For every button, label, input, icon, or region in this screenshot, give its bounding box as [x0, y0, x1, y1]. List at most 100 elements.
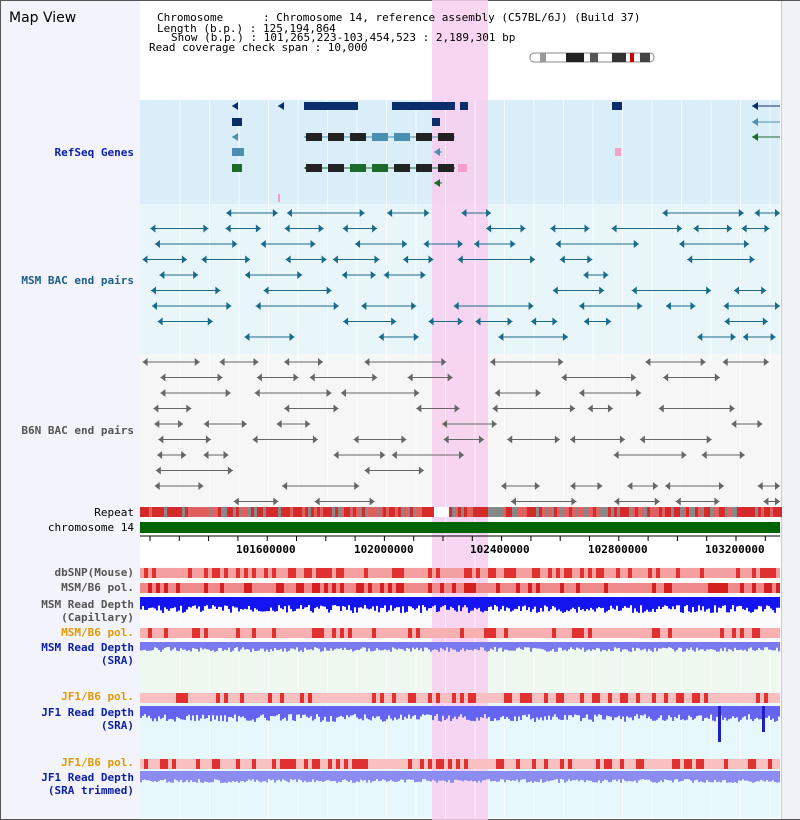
bac-end	[343, 317, 349, 326]
repeat-cell	[620, 507, 623, 517]
depth-bar	[438, 771, 440, 781]
track-label-msm-bac[interactable]: MSM BAC end pairs	[21, 274, 134, 287]
pol-cell	[480, 583, 484, 593]
track-label-chromosome[interactable]: chromosome 14	[47, 521, 134, 534]
repeat-cell	[263, 507, 266, 517]
depth-bar	[478, 771, 480, 781]
depth-bar	[752, 642, 754, 651]
depth-bar	[216, 642, 218, 652]
track-label-msm-b6-pol-sra[interactable]: MSM/B6 pol.	[61, 626, 134, 639]
pol-cell	[204, 693, 208, 703]
ideogram-band	[590, 53, 598, 62]
track-label-msm-read-depth-capillary[interactable]: MSM Read Depth	[41, 598, 134, 611]
depth-bar	[372, 642, 374, 652]
pol-cell	[544, 693, 548, 703]
pol-cell	[592, 583, 596, 593]
depth-bar	[522, 597, 524, 607]
depth-bar	[520, 597, 522, 612]
track-label-msm-read-depth-sra[interactable]: MSM Read Depth	[41, 641, 134, 654]
vertical-scrollbar[interactable]	[781, 1, 800, 819]
pol-cell	[584, 583, 588, 593]
track-label-jf1-b6-pol[interactable]: JF1/B6 pol.	[61, 690, 134, 703]
depth-bar	[298, 706, 300, 715]
repeat-cell	[623, 507, 626, 517]
pol-cell	[248, 628, 252, 638]
depth-bar	[730, 597, 732, 610]
track-label-dbsnp[interactable]: dbSNP(Mouse)	[54, 566, 134, 579]
depth-spike	[718, 706, 721, 742]
depth-bar	[746, 771, 748, 781]
depth-bar	[368, 771, 370, 781]
pol-cell	[624, 583, 628, 593]
depth-bar	[318, 597, 320, 609]
depth-bar	[704, 597, 706, 612]
pol-cell	[236, 759, 240, 769]
depth-bar	[392, 597, 394, 611]
pol-cell	[364, 568, 368, 578]
depth-bar	[642, 771, 644, 780]
track-label-jf1-read-depth-trimmed[interactable]: JF1 Read Depth	[41, 771, 134, 784]
pol-cell	[668, 759, 672, 769]
pol-cell	[276, 583, 280, 593]
pol-cell	[436, 693, 440, 703]
depth-bar	[506, 706, 508, 717]
depth-bar	[736, 771, 738, 783]
pol-cell	[176, 693, 180, 703]
depth-bar	[370, 642, 372, 652]
depth-bar	[580, 597, 582, 610]
track-label-b6n-bac[interactable]: B6N BAC end pairs	[21, 424, 134, 437]
depth-bar	[414, 597, 416, 610]
bac-end	[507, 317, 513, 326]
pol-cell	[648, 693, 652, 703]
depth-bar	[206, 771, 208, 782]
pol-cell	[680, 759, 684, 769]
pol-cell	[500, 693, 504, 703]
pol-cell	[536, 583, 540, 593]
pol-cell	[472, 568, 476, 578]
pol-cell	[576, 628, 580, 638]
depth-bar	[766, 597, 768, 606]
pol-cell	[324, 583, 328, 593]
depth-bar	[510, 597, 512, 612]
repeat-cell	[626, 507, 629, 517]
repeat-cell	[497, 507, 500, 517]
depth-bar	[646, 642, 648, 652]
depth-bar	[564, 642, 566, 650]
bac-end	[391, 317, 397, 326]
depth-bar	[636, 642, 638, 648]
depth-bar	[362, 771, 364, 781]
pol-cell	[328, 568, 332, 578]
pol-cell	[428, 693, 432, 703]
depth-bar	[566, 597, 568, 611]
track-label-repeat[interactable]: Repeat	[94, 506, 134, 519]
pol-cell	[140, 759, 144, 769]
depth-bar	[602, 642, 604, 650]
pol-cell	[360, 759, 364, 769]
depth-bar	[590, 597, 592, 608]
repeat-cell	[503, 507, 506, 517]
repeat-cell	[368, 507, 371, 517]
pol-cell	[700, 583, 704, 593]
depth-bar	[534, 771, 536, 782]
track-label-refseq[interactable]: RefSeq Genes	[54, 146, 134, 159]
depth-bar	[374, 597, 376, 611]
bac-end	[742, 333, 748, 341]
depth-bar	[764, 771, 766, 782]
repeat-cell	[392, 507, 395, 517]
track-label-msm-b6-pol[interactable]: MSM/B6 pol.	[61, 581, 134, 594]
depth-bar	[344, 642, 346, 648]
track-label-jf1-read-depth[interactable]: JF1 Read Depth	[41, 706, 134, 719]
track-label-jf1-b6-pol-2[interactable]: JF1/B6 pol.	[61, 756, 134, 769]
depth-bar	[636, 771, 638, 783]
bac-end	[321, 255, 327, 264]
pol-cell	[648, 583, 652, 593]
pol-cell	[632, 568, 636, 578]
depth-bar	[702, 771, 704, 783]
depth-bar	[770, 771, 772, 782]
depth-bar	[600, 706, 602, 715]
repeat-cell	[293, 507, 296, 517]
pol-cell	[412, 693, 416, 703]
depth-bar	[778, 642, 780, 652]
depth-bar	[526, 771, 528, 783]
